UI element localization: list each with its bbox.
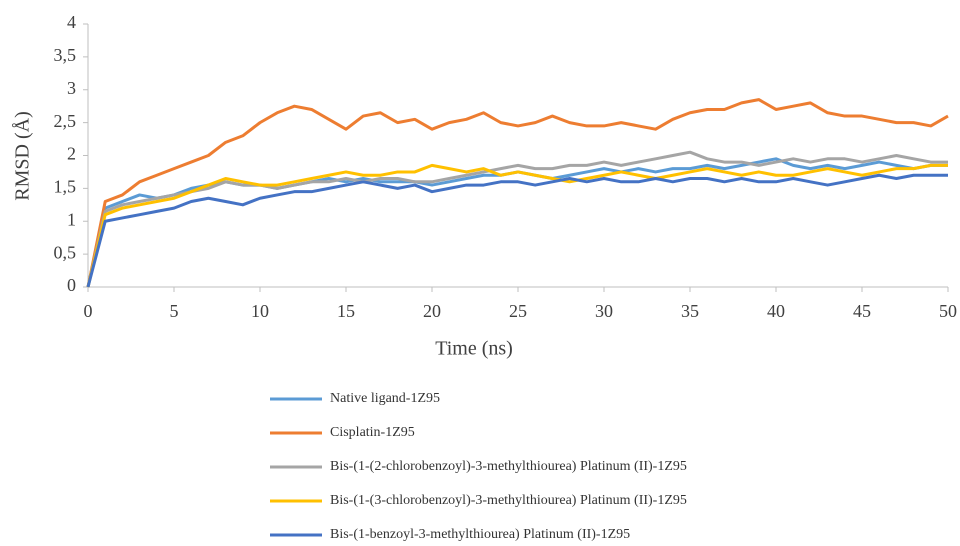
- series-line: [86, 163, 948, 288]
- series-line: [86, 173, 948, 288]
- series-line: [86, 150, 948, 288]
- x-tick-label: 35: [681, 301, 699, 321]
- y-tick-label: 1: [67, 209, 76, 229]
- y-tick-label: 2,5: [54, 111, 77, 131]
- x-tick-label: 5: [170, 301, 179, 321]
- y-tick-label: 1,5: [54, 177, 77, 197]
- y-tick-label: 2: [67, 144, 76, 164]
- x-tick-label: 20: [423, 301, 441, 321]
- series-line: [86, 98, 949, 288]
- x-tick-label: 10: [251, 301, 269, 321]
- x-tick-label: 45: [853, 301, 871, 321]
- legend-label: Cisplatin-1Z95: [330, 425, 415, 440]
- series-line: [86, 157, 948, 288]
- y-tick-label: 0,5: [54, 242, 77, 262]
- y-tick-label: 3,5: [54, 45, 77, 65]
- y-tick-label: 0: [67, 275, 76, 295]
- y-axis-label: RMSD (Å): [12, 111, 34, 200]
- legend-label: Bis-(1-(3-chlorobenzoyl)-3-methylthioure…: [330, 493, 687, 508]
- x-tick-label: 15: [337, 301, 355, 321]
- x-tick-label: 30: [595, 301, 613, 321]
- x-tick-label: 50: [939, 301, 957, 321]
- legend-label: Bis-(1-(2-chlorobenzoyl)-3-methylthioure…: [330, 459, 687, 474]
- x-tick-label: 40: [767, 301, 785, 321]
- x-tick-label: 0: [84, 301, 93, 321]
- y-tick-label: 4: [67, 12, 76, 32]
- x-axis-label: Time (ns): [435, 338, 513, 360]
- legend-label: Bis-(1-benzoyl-3-methylthiourea) Platinu…: [330, 527, 630, 542]
- legend-label: Native ligand-1Z95: [330, 391, 440, 406]
- x-tick-label: 25: [509, 301, 527, 321]
- y-tick-label: 3: [67, 78, 76, 98]
